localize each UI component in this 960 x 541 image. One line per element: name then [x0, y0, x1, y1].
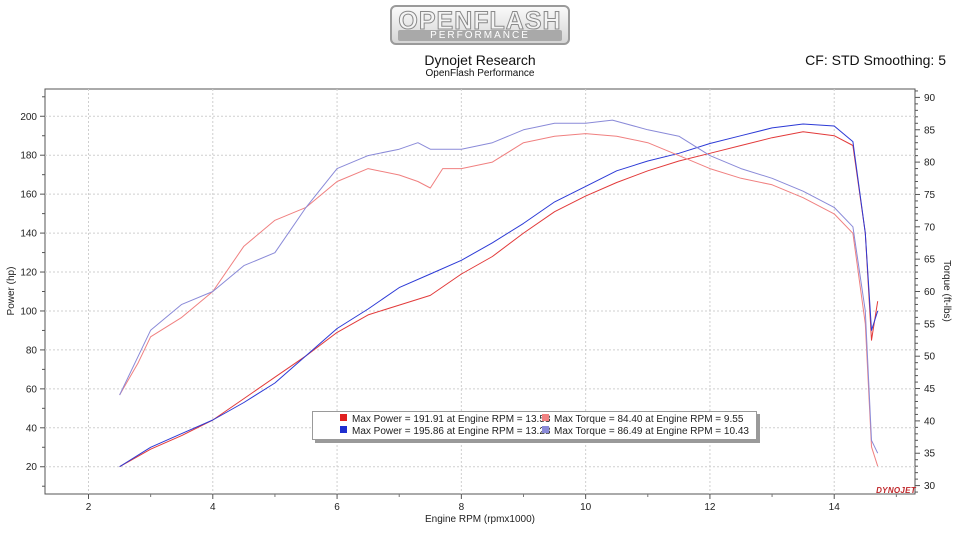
x-axis: 2 4 6 8 10 12 14 — [86, 494, 897, 513]
series-line-3 — [119, 133, 879, 467]
y2-tick-label: 65 — [924, 255, 936, 266]
x-tick-label: 6 — [334, 502, 340, 513]
y-tick-label: 80 — [26, 345, 38, 356]
y2-axis-label: Torque (ft-lbs) — [941, 260, 952, 322]
x-tick-label: 2 — [86, 502, 92, 513]
legend-label: Max Torque = 84.40 at Engine RPM = 9.55 — [554, 414, 744, 425]
y-tick-label: 100 — [20, 306, 37, 317]
x-tick-label: 14 — [829, 502, 841, 513]
y2-tick-label: 30 — [924, 481, 936, 492]
chart-title: Dynojet Research — [424, 52, 536, 68]
legend-swatch — [542, 426, 549, 433]
y-tick-label: 120 — [20, 268, 37, 279]
legend-swatch — [340, 426, 347, 433]
series-line-1 — [119, 131, 879, 468]
y-axis-label: Power (hp) — [6, 267, 17, 316]
correction-factor: CF: STD Smoothing: 5 — [805, 52, 946, 68]
y2-tick-label: 50 — [924, 352, 936, 363]
y-axis-torque: 30 35 40 45 50 55 60 65 70 75 80 85 90 — [915, 90, 936, 493]
y2-tick-label: 70 — [924, 222, 936, 233]
legend-label: Max Power = 195.86 at Engine RPM = 13.28 — [352, 426, 551, 437]
y2-tick-label: 60 — [924, 287, 936, 298]
series-lines — [119, 119, 879, 468]
y-tick-label: 40 — [26, 423, 38, 434]
x-tick-label: 4 — [210, 502, 216, 513]
legend-swatch — [340, 414, 347, 421]
y-tick-label: 60 — [26, 384, 38, 395]
y-axis-power: 20 40 60 80 100 120 140 160 180 200 — [20, 96, 45, 487]
series-line-2 — [119, 123, 879, 468]
series-line-4 — [119, 119, 879, 454]
y-tick-label: 140 — [20, 229, 37, 240]
legend-swatch — [542, 414, 549, 421]
x-axis-label: Engine RPM (rpmx1000) — [425, 514, 535, 525]
y2-tick-label: 90 — [924, 93, 936, 104]
legend-item-power-1: Max Power = 191.91 at Engine RPM = 13.53 — [340, 414, 550, 426]
legend-label: Max Power = 191.91 at Engine RPM = 13.53 — [352, 414, 551, 425]
y-tick-label: 20 — [26, 462, 38, 473]
y-tick-label: 200 — [20, 112, 37, 123]
y2-tick-label: 35 — [924, 449, 936, 460]
y2-tick-label: 80 — [924, 158, 936, 169]
legend-item-torque-1: Max Torque = 84.40 at Engine RPM = 9.55 — [542, 414, 743, 426]
chart-subtitle: OpenFlash Performance — [425, 68, 535, 79]
logo-bottom-text: PERFORMANCE — [398, 30, 562, 41]
y2-tick-label: 45 — [924, 384, 936, 395]
y2-tick-label: 85 — [924, 125, 936, 136]
y2-tick-label: 55 — [924, 319, 936, 330]
y2-tick-label: 40 — [924, 416, 936, 427]
legend-label: Max Torque = 86.49 at Engine RPM = 10.43 — [554, 426, 749, 437]
legend-item-torque-2: Max Torque = 86.49 at Engine RPM = 10.43 — [542, 426, 749, 438]
legend: Max Power = 191.91 at Engine RPM = 13.53… — [312, 411, 757, 440]
openflash-logo: OPENFLASH PERFORMANCE — [390, 5, 570, 45]
x-tick-label: 10 — [580, 502, 592, 513]
y-tick-label: 160 — [20, 190, 37, 201]
legend-item-power-2: Max Power = 195.86 at Engine RPM = 13.28 — [340, 426, 550, 438]
x-tick-label: 12 — [704, 502, 716, 513]
y-tick-label: 180 — [20, 151, 37, 162]
dynojet-logo: DYNOJET — [876, 486, 916, 495]
y2-tick-label: 75 — [924, 190, 936, 201]
x-tick-label: 8 — [459, 502, 465, 513]
